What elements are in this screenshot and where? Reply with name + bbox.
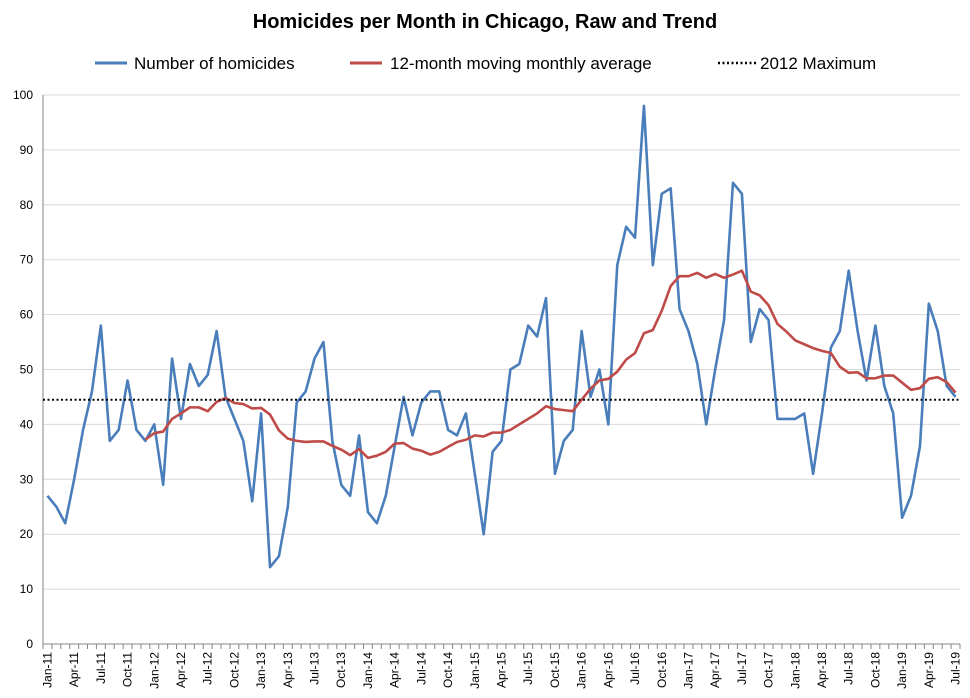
y-axis: 0 10 20 30 40 50 60 70 80 90 100 (13, 88, 44, 651)
chart-title: Homicides per Month in Chicago, Raw and … (253, 11, 718, 33)
legend-item-2012-maximum: 2012 Maximum (718, 54, 876, 73)
legend-label-2012-maximum: 2012 Maximum (760, 54, 876, 73)
y-tick-label: 80 (20, 198, 34, 212)
x-tick-label: Jan-19 (895, 652, 909, 689)
x-tick-label: Apr-11 (67, 652, 81, 687)
x-tick-label: Oct-15 (548, 652, 562, 688)
y-tick-label: 50 (20, 363, 34, 377)
y-tick-label: 70 (20, 253, 34, 267)
series-line-number-of-homicides (46, 104, 957, 569)
x-tick-label: Oct-13 (334, 652, 348, 688)
x-tick-label: Oct-12 (227, 652, 241, 688)
x-axis: Jan-11 Apr-11 Jul-11 Oct-11 Jan-12 Apr-12 Jul-… (40, 643, 963, 689)
plot-series (43, 104, 960, 569)
x-tick-label: Jan-13 (254, 652, 268, 689)
x-tick-label: Oct-18 (868, 652, 882, 688)
x-tick-label: Jul-19 (949, 652, 963, 685)
x-tick-label: Apr-15 (495, 652, 509, 688)
series-line-moving-average (144, 269, 957, 460)
x-tick-label: Apr-12 (174, 652, 188, 688)
x-tick-label: Jan-16 (575, 652, 589, 689)
x-tick-label: Jan-17 (681, 652, 695, 689)
gridlines (43, 94, 960, 590)
x-tick-label: Jul-14 (414, 652, 428, 685)
y-tick-label: 40 (20, 417, 34, 431)
legend-item-number-of-homicides: Number of homicides (95, 54, 295, 73)
x-tick-label: Apr-14 (388, 652, 402, 688)
x-tick-label: Jul-18 (842, 652, 856, 685)
x-tick-label: Jul-13 (308, 652, 322, 685)
legend: Number of homicides 12-month moving mont… (95, 54, 876, 73)
x-tick-label: Jan-15 (468, 652, 482, 689)
x-tick-label: Apr-17 (708, 652, 722, 688)
x-tick-label: Jul-11 (94, 652, 108, 684)
x-tick-label: Apr-13 (281, 652, 295, 688)
x-tick-label: Apr-19 (922, 652, 936, 688)
x-tick-label: Oct-11 (121, 652, 135, 687)
legend-label-number-of-homicides: Number of homicides (134, 54, 295, 73)
x-tick-label: Apr-18 (815, 652, 829, 688)
y-tick-label: 60 (20, 308, 34, 322)
y-tick-label: 0 (26, 637, 33, 651)
x-tick-label: Jul-17 (735, 652, 749, 685)
x-tick-label: Jan-14 (361, 652, 375, 689)
x-tick-label: Jul-16 (628, 652, 642, 685)
legend-item-moving-average: 12-month moving monthly average (350, 54, 652, 73)
x-tick-label: Oct-14 (441, 652, 455, 688)
x-tick-label: Jan-18 (788, 652, 802, 689)
y-tick-label: 10 (20, 582, 34, 596)
x-tick-label: Jul-15 (521, 652, 535, 685)
legend-label-moving-average: 12-month moving monthly average (390, 54, 652, 73)
y-tick-label: 100 (13, 88, 33, 102)
x-tick-label: Apr-16 (601, 652, 615, 688)
y-tick-label: 90 (20, 143, 34, 157)
x-tick-label: Oct-16 (655, 652, 669, 688)
x-tick-label: Jan-11 (40, 652, 54, 688)
x-tick-label: Jul-12 (201, 652, 215, 685)
x-tick-label: Jan-12 (147, 652, 161, 689)
y-tick-label: 30 (20, 472, 34, 486)
x-tick-label: Oct-17 (762, 652, 776, 688)
y-tick-label: 20 (20, 527, 34, 541)
